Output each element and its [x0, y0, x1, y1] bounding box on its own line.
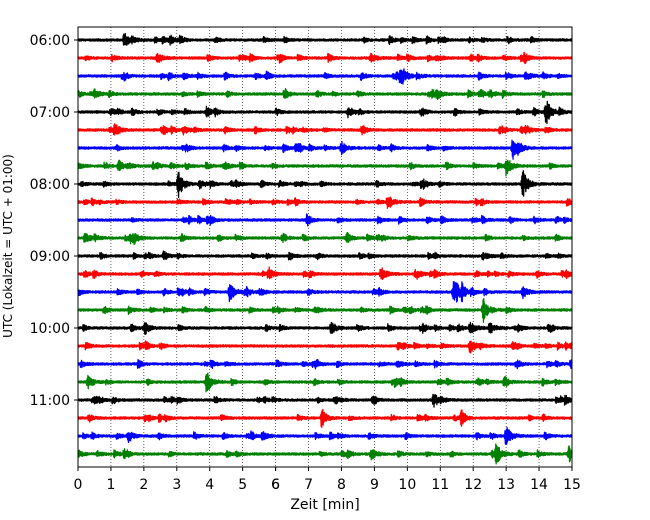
trace-0745 [77, 159, 573, 177]
x-tick-label: 5 [238, 477, 247, 493]
x-tick-label: 3 [172, 477, 181, 493]
y-axis-ticks: 06:00 07:00 08:00 09:00 10:00 11:00 [30, 33, 78, 409]
y-tick-label: 09:00 [30, 249, 70, 265]
trace-0945 [77, 297, 573, 323]
trace-1145 [77, 443, 573, 465]
x-tick-label: 1 [106, 477, 115, 493]
x-tick-label: 0 [74, 477, 83, 493]
trace-0830 [77, 213, 573, 227]
y-tick-label: 11:00 [30, 393, 70, 409]
trace-0900 [77, 250, 573, 261]
x-tick-label: 7 [304, 477, 313, 493]
x-grid [110, 27, 540, 467]
trace-1100 [77, 393, 573, 408]
x-tick-label: 9 [370, 477, 379, 493]
trace-0815 [77, 196, 573, 209]
seismic-traces [77, 33, 573, 465]
trace-1030 [77, 358, 573, 370]
y-tick-label: 08:00 [30, 177, 70, 193]
trace-1130 [77, 426, 573, 446]
x-tick-label: 14 [530, 477, 548, 493]
trace-0700 [77, 100, 573, 125]
x-tick-label: 2 [139, 477, 148, 493]
trace-0630 [77, 68, 573, 85]
x-tick-label: 6 [271, 477, 280, 493]
x-tick-label: 15 [563, 477, 581, 493]
x-tick-label: 11 [431, 477, 449, 493]
trace-0730 [77, 139, 573, 160]
x-tick-label: 6 [271, 477, 280, 493]
trace-0715 [77, 123, 573, 136]
trace-0800 [77, 170, 573, 198]
trace-0615 [77, 51, 573, 65]
y-tick-label: 07:00 [30, 105, 70, 121]
x-axis-label: Zeit [min] [290, 497, 359, 513]
trace-1045 [77, 372, 573, 393]
y-tick-label: 10:00 [30, 321, 70, 337]
x-axis-ticks: 0 1 2 3 4 5 66 7 8 9 10 11 12 13 14 15 [74, 467, 581, 493]
trace-1015 [77, 340, 573, 354]
x-tick-label: 10 [398, 477, 416, 493]
trace-0930 [77, 280, 573, 303]
x-tick-label: 4 [205, 477, 214, 493]
x-tick-label: 12 [464, 477, 482, 493]
x-tick-label: 8 [337, 477, 346, 493]
trace-0845 [77, 232, 573, 246]
y-axis-label: UTC (Lokalzeit = UTC + 01:00) [1, 154, 15, 338]
trace-1000 [77, 321, 573, 335]
trace-0645 [77, 87, 573, 101]
trace-0600 [77, 33, 573, 46]
y-tick-label: 06:00 [30, 33, 70, 49]
trace-1115 [77, 408, 573, 429]
x-tick-label: 13 [497, 477, 515, 493]
trace-0915 [77, 266, 573, 281]
plot-frame [77, 26, 573, 468]
